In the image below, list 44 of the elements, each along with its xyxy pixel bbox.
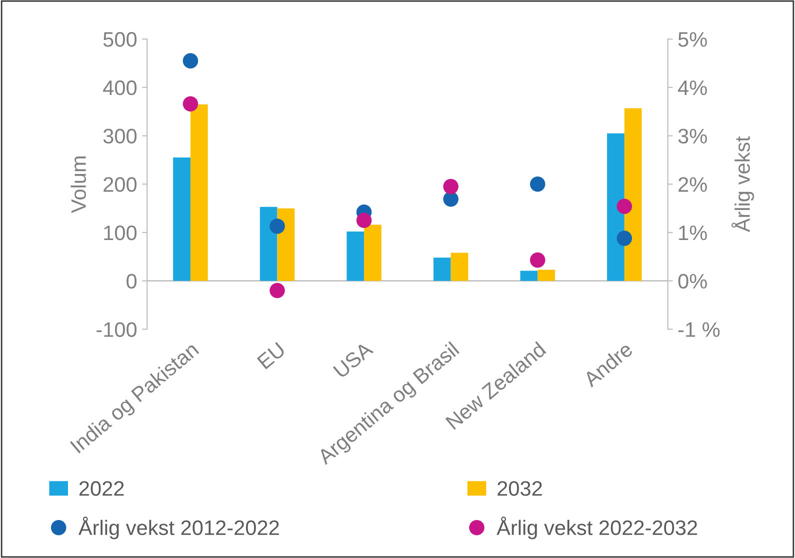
point [182,53,198,68]
legend-label: Årlig vekst 2012-2022 [78,516,279,540]
point [443,178,458,194]
bar [624,108,642,281]
legend-label: Årlig vekst 2022-2032 [496,516,698,540]
y2-tick-label: 1% [679,226,707,240]
point [182,96,198,112]
y2-tick-label: 3% [678,128,707,144]
y2-tick-label: 2% [678,177,707,192]
bar [346,232,364,281]
bar [277,208,295,281]
x-tick-label: EU [256,342,286,370]
point [530,176,546,192]
x-tick-label: USA [332,340,374,379]
y2-axis-title: Årlig vekst [731,136,754,232]
bar [433,258,451,281]
point [616,230,632,246]
point [270,282,285,298]
point [356,212,372,228]
point [530,252,546,268]
y-tick-label: 100 [104,226,137,240]
y-tick-label: -100 [96,322,137,337]
bar [520,270,538,281]
bar [173,158,190,281]
legend-label: 2022 [79,481,124,496]
y2-tick-label: 4% [678,80,707,96]
y2-tick-label: -1 % [678,322,720,337]
legend-label: 2032 [498,481,542,496]
bar [364,224,382,281]
point [270,218,285,234]
bar [607,133,624,281]
y-tick-label: 0 [126,274,137,289]
bar [538,270,555,281]
y2-tick-label: 0% [678,274,707,289]
bar [450,252,468,281]
bar [190,104,208,281]
y-tick-label: 300 [103,128,137,144]
bar [260,206,278,281]
y-tick-label: 400 [103,80,137,96]
y-tick-label: 200 [104,177,137,192]
point [616,198,632,214]
y-axis-title: Volum [70,156,86,213]
y2-tick-label: 5% [678,32,707,47]
y-tick-label: 500 [103,32,137,47]
